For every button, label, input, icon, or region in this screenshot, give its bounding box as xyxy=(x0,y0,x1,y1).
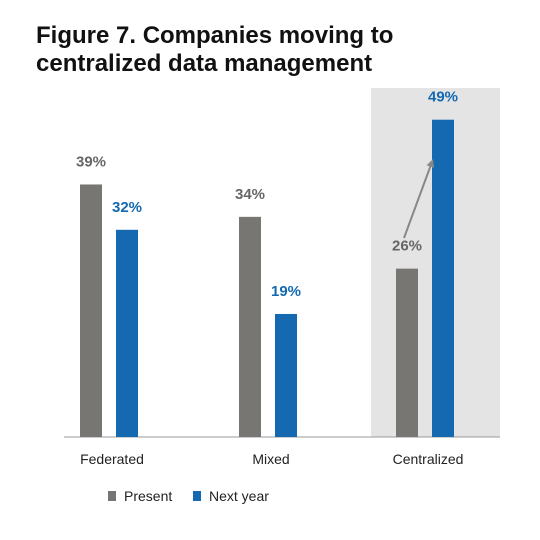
value-label-next-year-centralized: 49% xyxy=(428,89,458,106)
bars-layer xyxy=(80,119,454,438)
legend-label-next-year: Next year xyxy=(209,488,269,504)
category-label-mixed: Mixed xyxy=(252,451,289,467)
category-label-centralized: Centralized xyxy=(393,451,464,467)
bar-next-year-mixed xyxy=(275,313,297,437)
bar-present-centralized xyxy=(396,268,418,437)
legend-label-present: Present xyxy=(124,488,172,504)
legend: Present Next year xyxy=(108,488,269,504)
category-label-federated: Federated xyxy=(80,451,144,467)
chart-title: Figure 7. Companies moving to centralize… xyxy=(36,22,394,77)
legend-swatch-present xyxy=(108,491,116,501)
annotation-layer xyxy=(403,159,435,239)
value-label-present-federated: 39% xyxy=(76,153,106,170)
bar-present-mixed xyxy=(239,216,261,437)
bar-present-federated xyxy=(80,184,102,437)
bar-next-year-federated xyxy=(116,229,138,437)
value-label-next-year-federated: 32% xyxy=(112,199,142,216)
value-label-present-centralized: 26% xyxy=(392,238,422,255)
value-label-present-mixed: 34% xyxy=(235,186,265,203)
legend-swatch-next-year xyxy=(193,491,201,501)
bar-next-year-centralized xyxy=(432,119,454,438)
value-label-next-year-mixed: 19% xyxy=(271,283,301,300)
growth-arrow xyxy=(403,159,435,239)
labels-layer: 39% 32% Federated 34% 19% Mixed 26% 49% Centrali… xyxy=(76,89,463,467)
